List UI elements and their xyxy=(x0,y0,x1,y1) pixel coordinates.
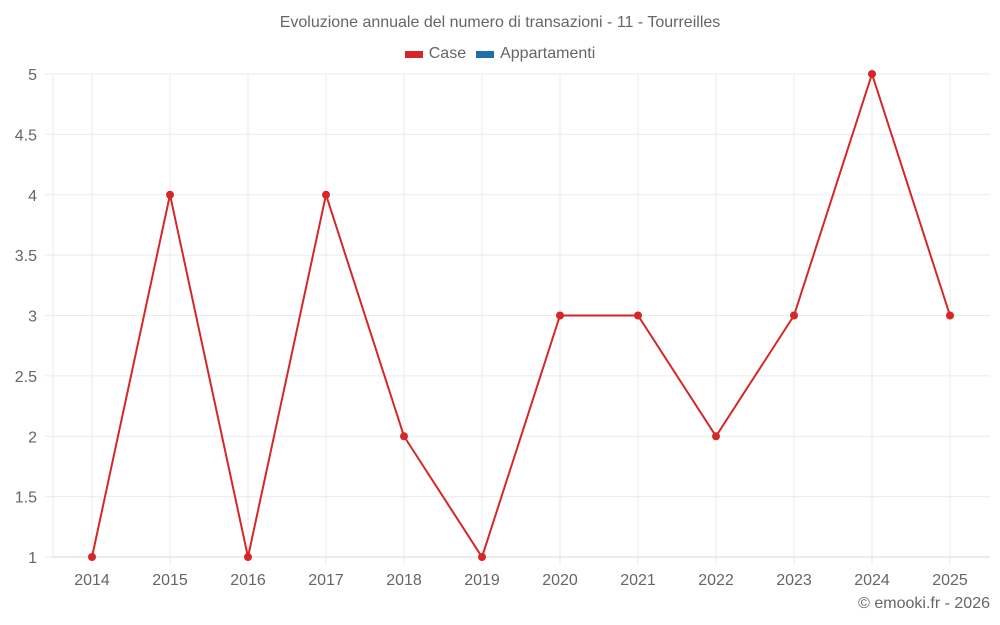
legend-item-case[interactable]: Case xyxy=(404,45,467,63)
data-point xyxy=(166,190,174,199)
legend-swatch-case xyxy=(404,50,423,58)
y-tick-label: 4 xyxy=(28,188,37,205)
y-tick-label: 1.5 xyxy=(15,490,37,507)
data-point xyxy=(868,70,876,78)
data-point xyxy=(322,190,330,199)
data-point xyxy=(88,553,96,561)
chart-title: Evoluzione annuale del numero di transaz… xyxy=(279,14,721,31)
y-tick-label: 5 xyxy=(28,67,37,84)
y-tick-label: 3.5 xyxy=(15,248,37,265)
x-tick-label: 2024 xyxy=(854,572,890,589)
legend-item-appartamenti[interactable]: Appartamenti xyxy=(476,45,595,63)
y-tick-label: 4.5 xyxy=(15,127,37,144)
x-tick-label: 2019 xyxy=(464,572,500,589)
data-point xyxy=(712,432,720,441)
data-point xyxy=(634,311,642,320)
series-line xyxy=(91,70,951,560)
data-point xyxy=(400,432,408,441)
x-tick-label: 2016 xyxy=(230,572,266,589)
x-tick-label: 2021 xyxy=(620,572,656,589)
x-tick-label: 2014 xyxy=(74,572,110,589)
y-tick-label: 2.5 xyxy=(15,369,37,386)
data-point xyxy=(244,553,252,561)
x-tick-label: 2023 xyxy=(776,572,812,589)
data-point xyxy=(478,553,486,561)
x-tick-label: 2017 xyxy=(308,572,344,589)
data-point xyxy=(946,311,954,320)
data-point xyxy=(790,311,798,320)
legend-swatch-appartamenti xyxy=(476,50,495,58)
x-tick-label: 2022 xyxy=(698,572,734,589)
y-tick-label: 3 xyxy=(28,309,37,326)
data-point xyxy=(556,311,564,320)
y-tick-label: 1 xyxy=(28,550,37,567)
legend: Case Appartamenti xyxy=(0,45,1000,63)
credit-text: © emooki.fr - 2026 xyxy=(858,595,990,612)
x-tick-label: 2018 xyxy=(386,572,422,589)
x-tick-label: 2015 xyxy=(152,572,188,589)
legend-label-appartamenti: Appartamenti xyxy=(500,45,596,62)
legend-label-case: Case xyxy=(428,45,467,62)
x-tick-label: 2020 xyxy=(542,572,578,589)
x-tick-label: 2025 xyxy=(932,572,968,589)
y-tick-label: 2 xyxy=(28,429,37,446)
